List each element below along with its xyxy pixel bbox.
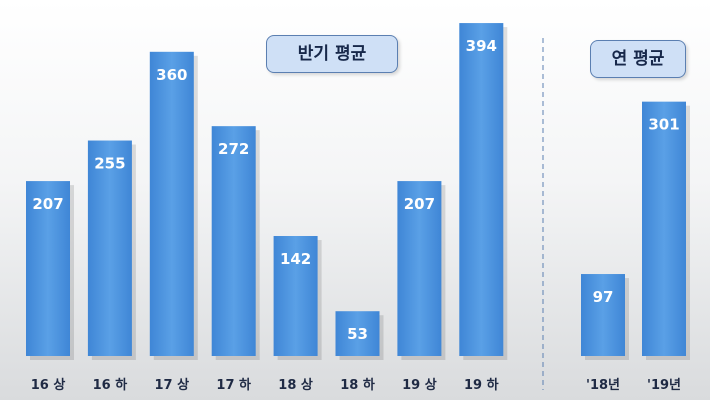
semiannual-data-label: 207: [404, 195, 435, 213]
annual-data-label: 97: [593, 288, 614, 306]
annual-title: 연 평균: [590, 40, 686, 78]
semiannual-category-label: 17 상: [155, 378, 190, 393]
semiannual-category-label: 16 상: [31, 378, 66, 393]
semiannual-bar: [273, 236, 318, 356]
semiannual-bar: [26, 181, 70, 356]
semiannual-data-label: 360: [156, 66, 187, 84]
annual-data-label: 301: [648, 116, 679, 134]
semiannual-data-label: 394: [466, 37, 497, 55]
semiannual-data-label: 272: [218, 140, 249, 158]
semiannual-data-label: 53: [347, 325, 368, 343]
semiannual-category-label: 18 상: [278, 378, 313, 393]
semiannual-category-label: 19 하: [464, 377, 499, 393]
semiannual-bar: [149, 51, 194, 357]
semiannual-data-label: 207: [32, 195, 63, 213]
semiannual-data-label: 255: [94, 155, 125, 173]
semiannual-bar: [459, 23, 504, 356]
semiannual-category-label: 19 상: [402, 378, 437, 393]
semiannual-bar: [211, 126, 256, 356]
semiannual-category-label: 17 하: [216, 377, 251, 393]
semiannual-category-label: 18 하: [340, 377, 375, 393]
semiannual-category-label: 16 하: [93, 377, 128, 393]
annual-category-label: '18년: [586, 378, 620, 393]
annual-category-label: '19년: [647, 378, 681, 393]
semiannual-bar: [335, 311, 380, 356]
semiannual-data-label: 142: [280, 250, 311, 268]
semiannual-bar: [397, 181, 442, 356]
semiannual-title: 반기 평균: [266, 35, 398, 73]
annual-bar: [581, 274, 625, 356]
semiannual-bar: [87, 140, 132, 356]
annual-bar: [642, 101, 686, 356]
